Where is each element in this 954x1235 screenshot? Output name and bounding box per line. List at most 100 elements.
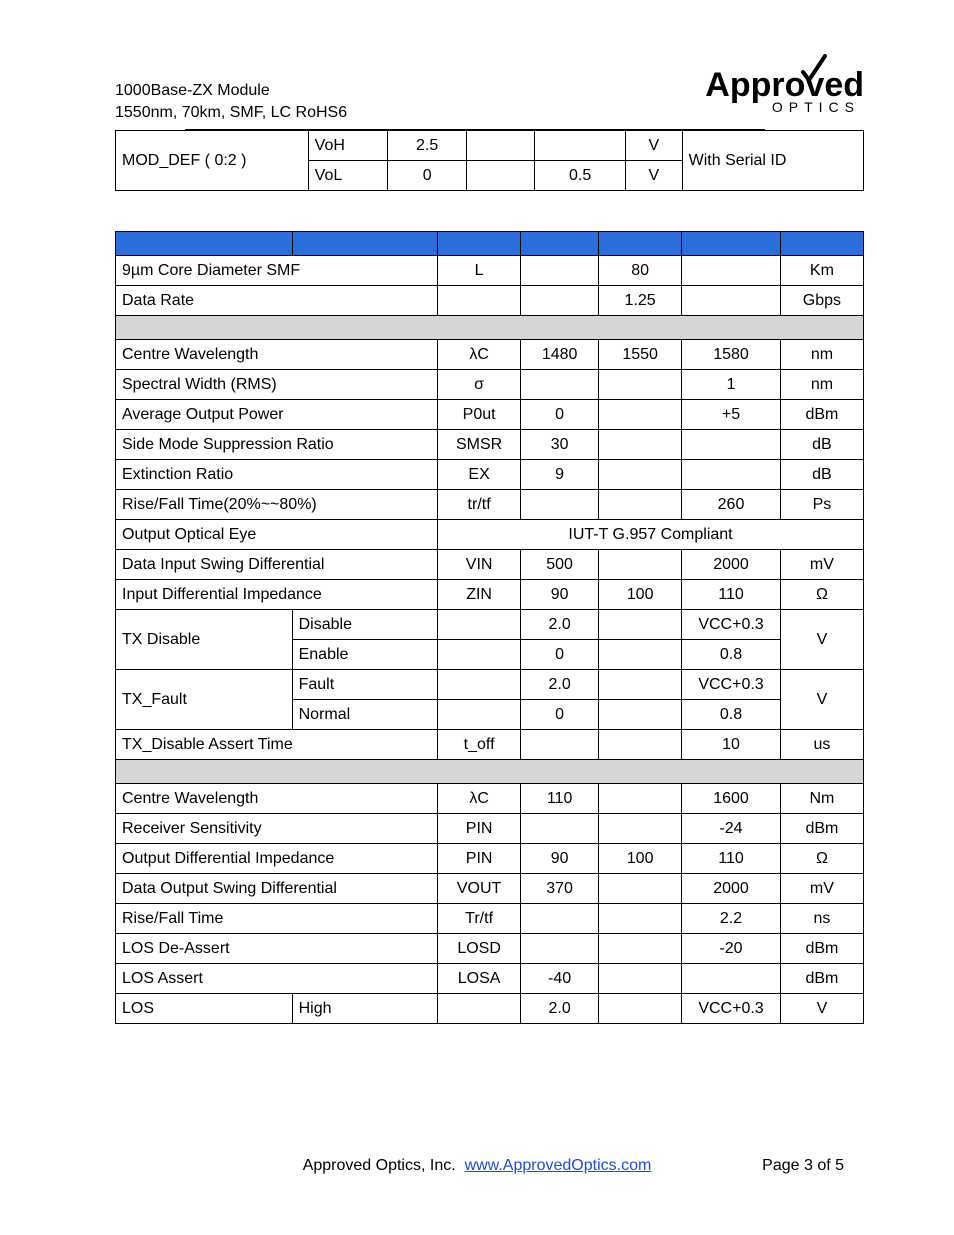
cell-min: -40 — [521, 964, 599, 994]
cell-param: Centre Wavelength — [116, 784, 438, 814]
cell-typ — [599, 874, 682, 904]
cell-typ — [467, 131, 535, 161]
table-row: TX_Disable Assert Timet_off10us — [116, 730, 864, 760]
cell-max: 2.2 — [682, 904, 781, 934]
cell-min: 370 — [521, 874, 599, 904]
table-row: Output Optical EyeIUT-T G.957 Compliant — [116, 520, 864, 550]
section-divider — [116, 760, 864, 784]
header-cell — [521, 232, 599, 256]
cell-unit: dB — [780, 460, 863, 490]
cell-min: 1480 — [521, 340, 599, 370]
table-row: TX DisableDisable2.0VCC+0.3V — [116, 610, 864, 640]
cell-typ: 100 — [599, 844, 682, 874]
approved-optics-logo: Approved OPTICS — [705, 70, 864, 113]
cell-unit: nm — [780, 370, 863, 400]
cell-max: VCC+0.3 — [682, 670, 781, 700]
cell-typ — [599, 814, 682, 844]
cell-param: Side Mode Suppression Ratio — [116, 430, 438, 460]
cell-unit: dB — [780, 430, 863, 460]
cell-sub: Disable — [292, 610, 437, 640]
cell-typ — [599, 400, 682, 430]
header-cell — [116, 232, 293, 256]
cell-symbol: PIN — [438, 814, 521, 844]
cell-symbol: λC — [438, 784, 521, 814]
table-row: Data Input Swing DifferentialVIN5002000m… — [116, 550, 864, 580]
cell-min — [521, 934, 599, 964]
table-row: LOS De-AssertLOSD-20dBm — [116, 934, 864, 964]
cell-min: 90 — [521, 844, 599, 874]
cell-param: TX_Fault — [116, 670, 293, 730]
cell-symbol: L — [438, 256, 521, 286]
cell-typ — [599, 460, 682, 490]
cell-min: 30 — [521, 430, 599, 460]
cell-typ — [599, 550, 682, 580]
table-row — [116, 316, 864, 340]
cell-min — [521, 286, 599, 316]
cell-symbol — [438, 700, 521, 730]
cell-min — [521, 370, 599, 400]
footer-link[interactable]: www.ApprovedOptics.com — [465, 1157, 652, 1174]
cell-param: Data Output Swing Differential — [116, 874, 438, 904]
header-cell — [292, 232, 437, 256]
cell-unit: V — [780, 610, 863, 670]
cell-max: 2000 — [682, 550, 781, 580]
cell-param: TX_Disable Assert Time — [116, 730, 438, 760]
cell-unit: dBm — [780, 934, 863, 964]
section-divider — [116, 316, 864, 340]
cell-unit: mV — [780, 550, 863, 580]
cell-typ — [599, 700, 682, 730]
cell-unit: dBm — [780, 400, 863, 430]
cell-symbol: σ — [438, 370, 521, 400]
cell-max: +5 — [682, 400, 781, 430]
header-line2: 1550nm, 70km, SMF, LC RoHS6 — [115, 102, 347, 124]
cell-symbol — [438, 610, 521, 640]
cell-unit: V — [780, 994, 863, 1024]
cell-symbol: LOSA — [438, 964, 521, 994]
cell-typ — [599, 670, 682, 700]
cell-symbol: P0ut — [438, 400, 521, 430]
cell-symbol: SMSR — [438, 430, 521, 460]
cell-sub: Fault — [292, 670, 437, 700]
cell-typ — [599, 994, 682, 1024]
cell-unit: Nm — [780, 784, 863, 814]
cell-param: Average Output Power — [116, 400, 438, 430]
cell-min — [521, 814, 599, 844]
cell-typ: 1.25 — [599, 286, 682, 316]
cell-param: LOS — [116, 994, 293, 1024]
cell-param: Receiver Sensitivity — [116, 814, 438, 844]
cell-unit: us — [780, 730, 863, 760]
cell-param: Input Differential Impedance — [116, 580, 438, 610]
cell-symbol — [438, 994, 521, 1024]
cell-min: 110 — [521, 784, 599, 814]
cell-note: With Serial ID — [682, 131, 863, 191]
cell-typ — [599, 610, 682, 640]
cell-param: Data Input Swing Differential — [116, 550, 438, 580]
table-row: Centre WavelengthλC148015501580nm — [116, 340, 864, 370]
cell-min — [521, 904, 599, 934]
table-row: Rise/Fall TimeTr/tf2.2ns — [116, 904, 864, 934]
cell-param: Output Differential Impedance — [116, 844, 438, 874]
cell-param: Extinction Ratio — [116, 460, 438, 490]
cell-typ — [599, 430, 682, 460]
cell-param: 9µm Core Diameter SMF — [116, 256, 438, 286]
cell-typ — [599, 784, 682, 814]
page: 1000Base-ZX Module 1550nm, 70km, SMF, LC… — [0, 0, 954, 1235]
cell-max: 1580 — [682, 340, 781, 370]
cell-min: 2.0 — [521, 994, 599, 1024]
cell-min: 500 — [521, 550, 599, 580]
cell-min: 0 — [521, 700, 599, 730]
table-row: Extinction RatioEX9dB — [116, 460, 864, 490]
cell-min: 2.0 — [521, 610, 599, 640]
table-row: Average Output PowerP0ut0 +5dBm — [116, 400, 864, 430]
cell-max — [682, 286, 781, 316]
cell-max: -24 — [682, 814, 781, 844]
cell-min: 0 — [387, 161, 466, 191]
cell-param: Data Rate — [116, 286, 438, 316]
table-row: LOSHigh2.0VCC+0.3V — [116, 994, 864, 1024]
cell-symbol: LOSD — [438, 934, 521, 964]
cell-min: 0 — [521, 400, 599, 430]
cell-typ — [599, 730, 682, 760]
cell-min — [521, 730, 599, 760]
cell-max: 10 — [682, 730, 781, 760]
header-line1: 1000Base-ZX Module — [115, 80, 347, 102]
